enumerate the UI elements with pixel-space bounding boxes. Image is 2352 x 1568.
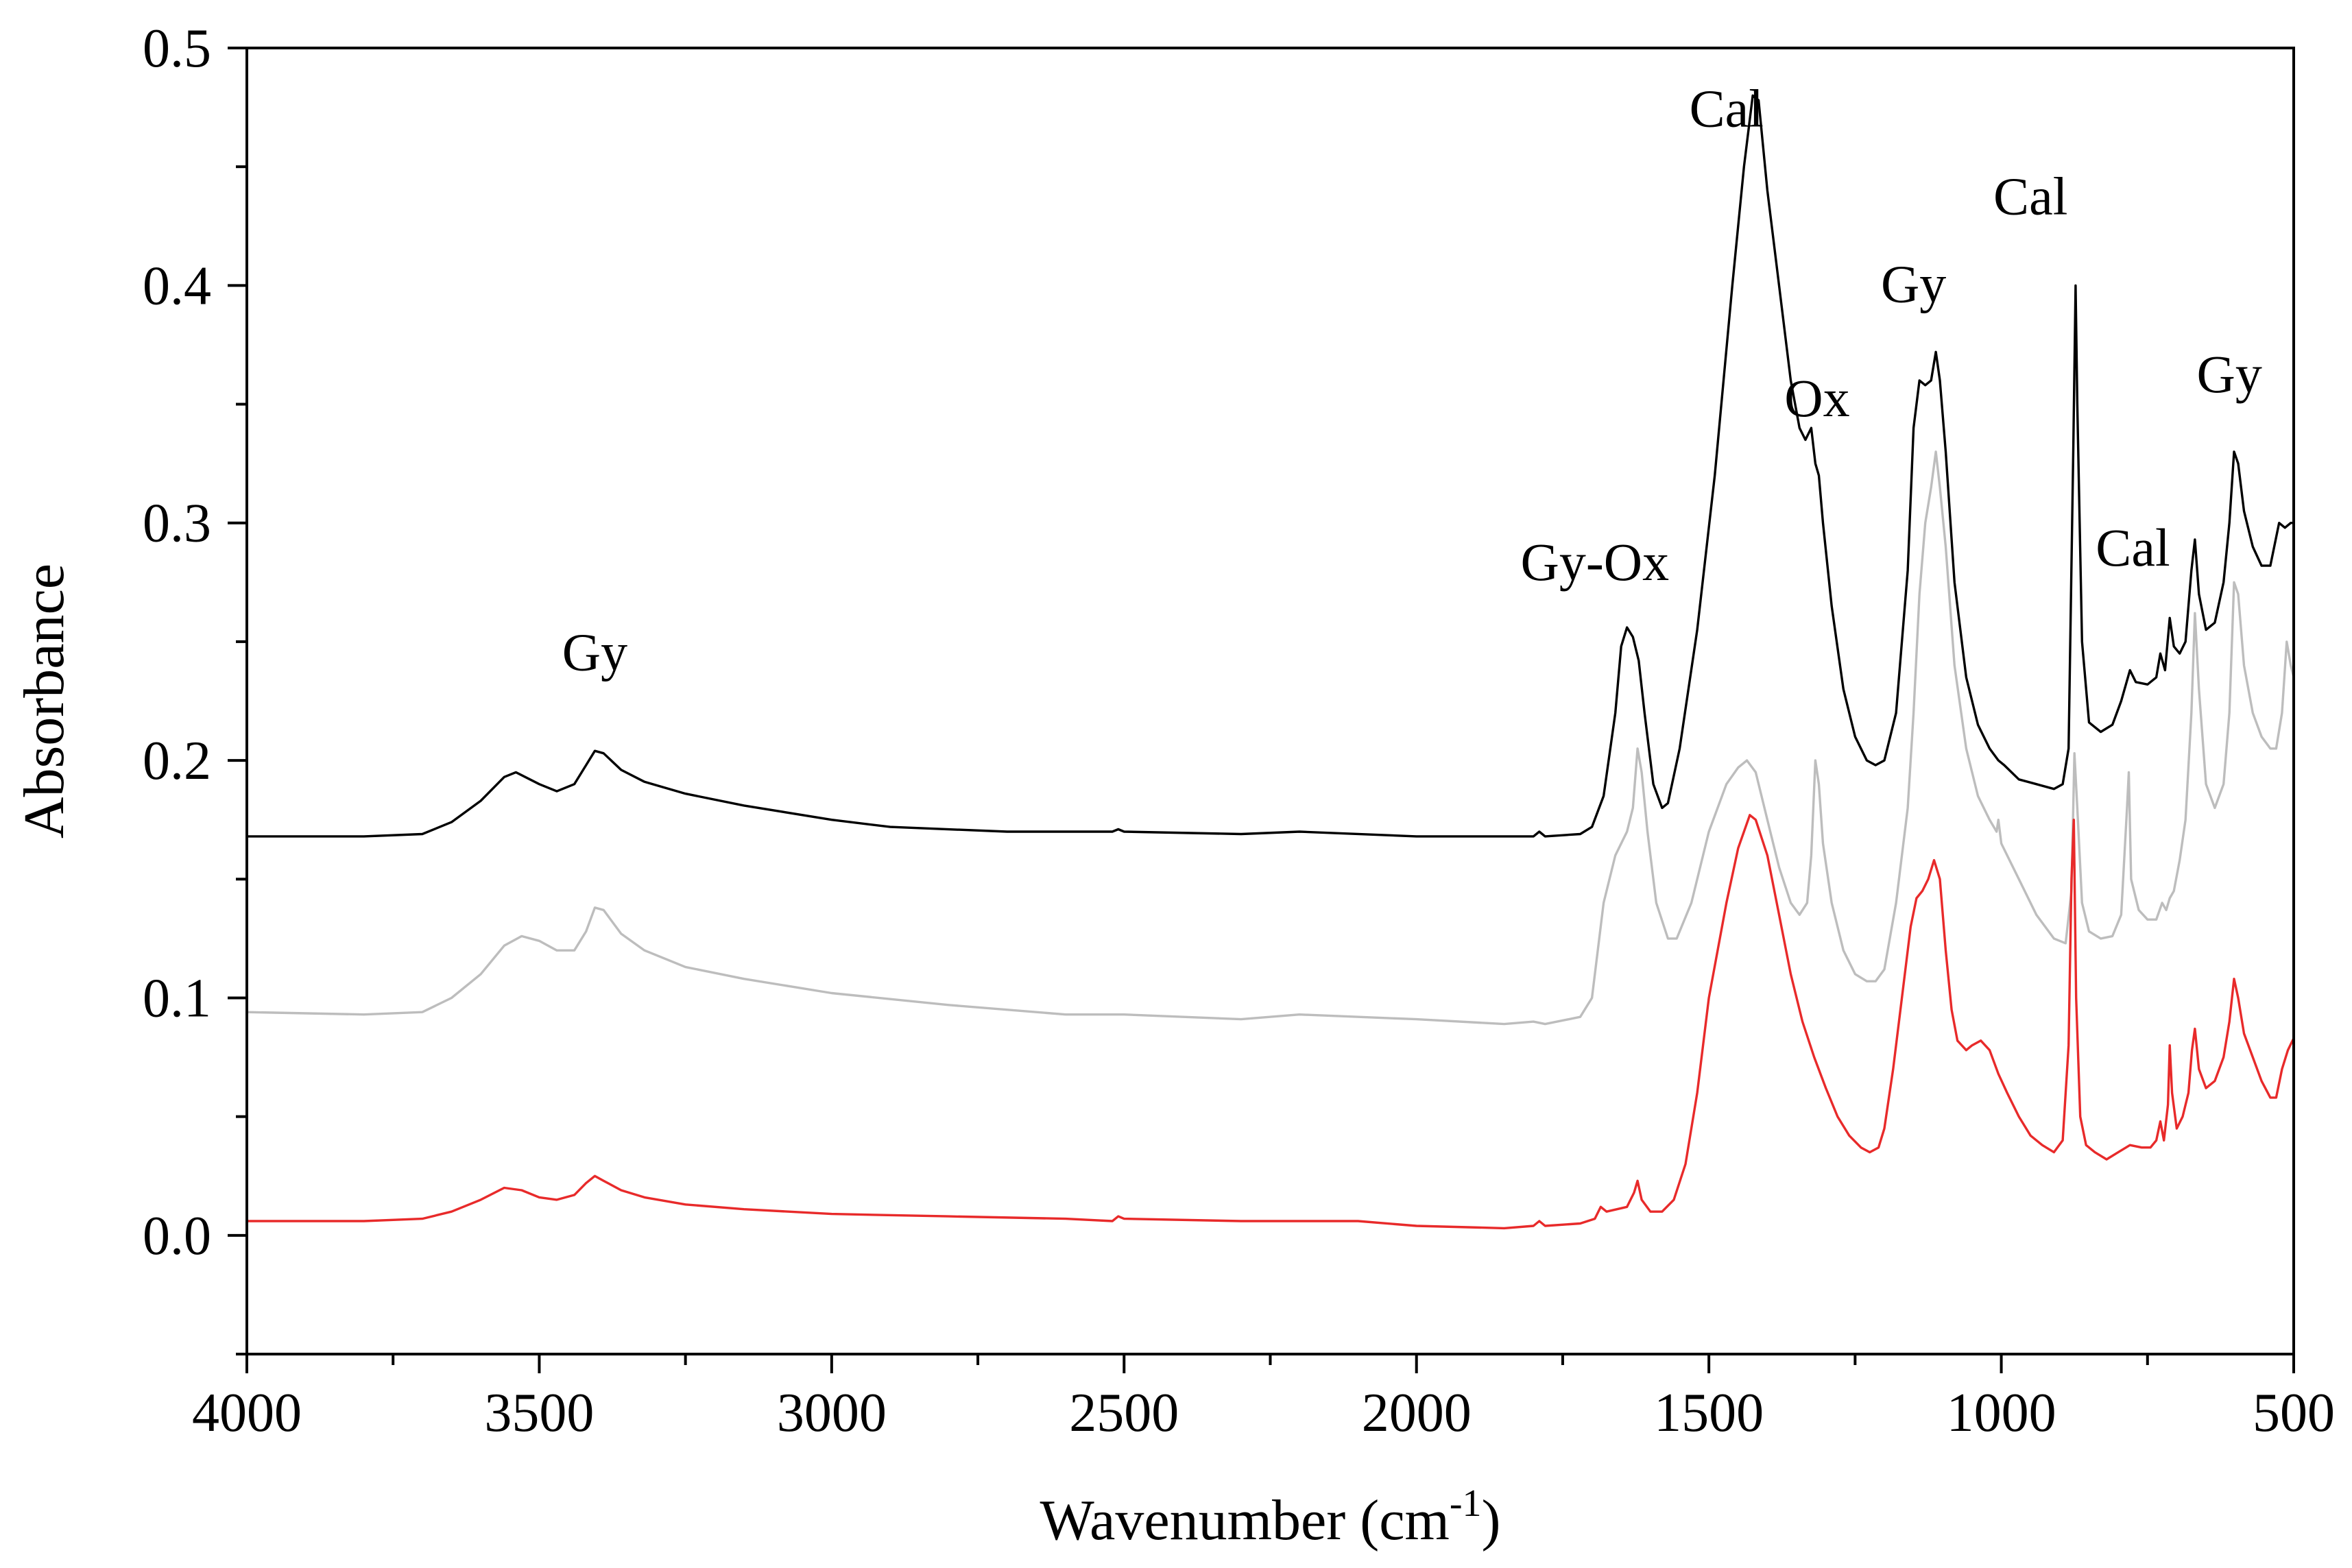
y-tick-label: 0.4: [143, 256, 211, 316]
peak-annotation: Cal: [1690, 78, 1764, 138]
x-tick-label: 500: [2253, 1383, 2335, 1443]
y-axis-label: Absorbance: [12, 564, 76, 839]
peak-annotation: Gy: [1881, 254, 1946, 314]
x-tick-label: 3000: [777, 1383, 887, 1443]
y-tick-label: 0.5: [143, 19, 211, 79]
peak-annotation: Gy: [562, 622, 627, 682]
x-tick-label: 2500: [1069, 1383, 1179, 1443]
series-line-black-spectrum: [245, 94, 2295, 838]
y-tick-label: 0.1: [143, 968, 211, 1028]
series-group: [245, 94, 2295, 1230]
peak-annotation: Ox: [1784, 368, 1849, 428]
axis-ticks: [228, 47, 2295, 1373]
x-tick-label: 1000: [1947, 1383, 2056, 1443]
x-axis-label: Wavenumber (cm-1): [1040, 1482, 1501, 1552]
series-line-grey-spectrum: [245, 450, 2295, 1026]
plot-frame: [245, 47, 2295, 1355]
y-tick-label: 0.0: [143, 1206, 211, 1266]
y-tick-label: 0.2: [143, 731, 211, 791]
peak-annotation: Gy-Ox: [1521, 532, 1670, 592]
peak-annotations: Gy Gy-Ox Cal Ox Gy Cal Cal Gy: [562, 78, 2262, 682]
x-tick-label: 4000: [192, 1383, 302, 1443]
peak-annotation: Cal: [2096, 518, 2170, 577]
y-tick-label: 0.3: [143, 494, 211, 554]
peak-annotation: Gy: [2197, 344, 2262, 404]
series-line-red-spectrum: [245, 814, 2295, 1230]
x-tick-label: 1500: [1654, 1383, 1764, 1443]
x-tick-labels: 4000 3500 3000 2500 2000 1500 1000 500: [192, 1383, 2335, 1443]
y-tick-labels: 0.0 0.1 0.2 0.3 0.4 0.5: [143, 19, 211, 1266]
peak-annotation: Cal: [1993, 166, 2067, 226]
x-tick-label: 3500: [484, 1383, 594, 1443]
x-tick-label: 2000: [1362, 1383, 1472, 1443]
